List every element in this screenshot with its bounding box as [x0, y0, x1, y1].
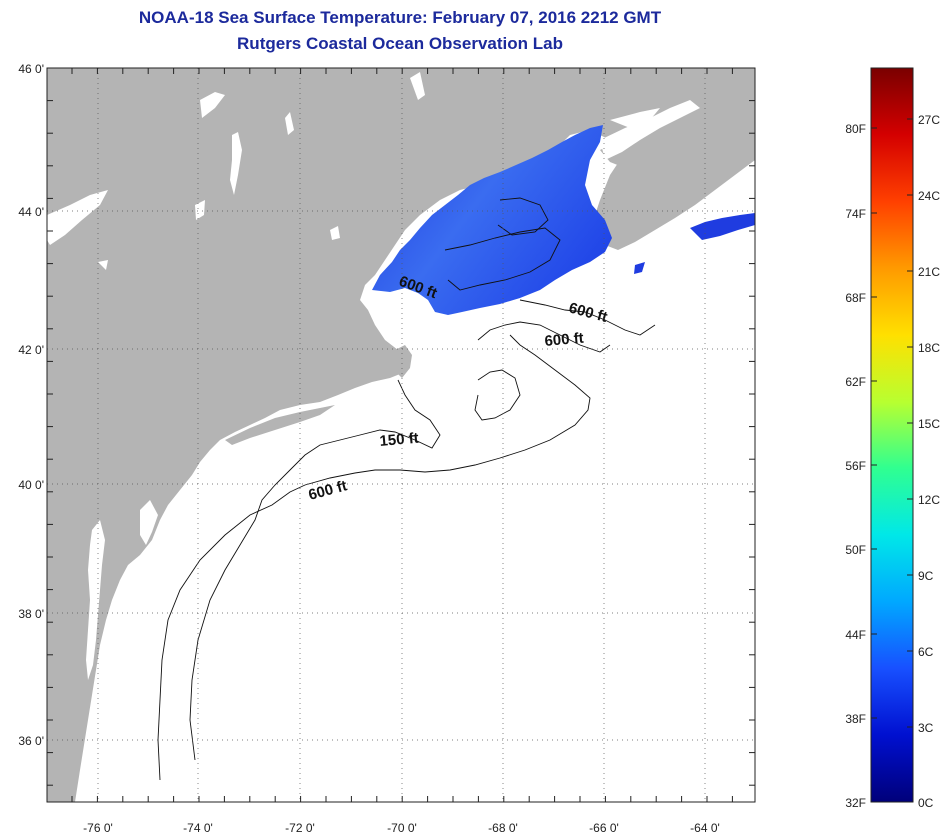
contour-label-600ft-3: 600 ft	[544, 330, 585, 350]
lake-small-4	[98, 260, 108, 270]
colorbar-c-0: 0C	[918, 796, 934, 810]
lon-label-68: -68 0'	[488, 821, 518, 835]
colorbar-c-12: 12C	[918, 493, 940, 507]
lake-champlain	[230, 132, 242, 195]
colorbar-f-62: 62F	[845, 375, 866, 389]
lon-label-64: -64 0'	[690, 821, 720, 835]
water-chesapeake	[86, 520, 105, 680]
lake-small-3	[410, 72, 425, 100]
water-st-lawrence-patch	[610, 108, 660, 128]
colorbar-f-38: 38F	[845, 712, 866, 726]
depth-contours	[157, 197, 656, 781]
map-subtitle: Rutgers Coastal Ocean Observation Lab	[237, 34, 563, 53]
land-cape-cod	[395, 345, 412, 378]
sst-map[interactable]: 600 ft 600 ft 600 ft 150 ft 600 ft 46 0'…	[0, 0, 800, 840]
colorbar-ticks	[871, 118, 913, 803]
colorbar-c-9: 9C	[918, 569, 934, 583]
land-mainland	[47, 68, 755, 802]
lon-label-74: -74 0'	[183, 821, 213, 835]
sst-swath-small-patch	[634, 262, 645, 274]
lat-label-40: 40 0'	[18, 478, 44, 492]
colorbar-f-74: 74F	[845, 207, 866, 221]
lake-ontario	[47, 190, 108, 245]
lake-small-5	[330, 226, 340, 240]
colorbar-f-44: 44F	[845, 628, 866, 642]
map-frame	[46, 67, 756, 803]
water-delaware-bay	[140, 500, 158, 545]
colorbar-c-6: 6C	[918, 645, 934, 659]
colorbar-c-27: 27C	[918, 113, 940, 127]
colorbar-f-68: 68F	[845, 291, 866, 305]
lake-small-6	[285, 112, 294, 135]
water-bay-of-fundy	[600, 100, 700, 160]
colorbar-c-18: 18C	[918, 341, 940, 355]
lon-label-72: -72 0'	[285, 821, 315, 835]
lake-small-2	[195, 200, 205, 220]
colorbar-f-56: 56F	[845, 459, 866, 473]
colorbar-c-21: 21C	[918, 265, 940, 279]
land-nova-scotia	[600, 110, 755, 250]
lat-label-38: 38 0'	[18, 607, 44, 621]
lat-label-44: 44 0'	[18, 205, 44, 219]
colorbar-f-32: 32F	[845, 796, 866, 810]
axis-ticks	[47, 67, 755, 802]
contour-label-150ft: 150 ft	[379, 430, 420, 450]
colorbar-f-80: 80F	[845, 122, 866, 136]
colorbar-gradient	[870, 67, 914, 803]
colorbar-f-50: 50F	[845, 543, 866, 557]
lat-label-42: 42 0'	[18, 343, 44, 357]
map-title: NOAA-18 Sea Surface Temperature: Februar…	[138, 8, 662, 27]
sst-swath-east-patches	[690, 213, 755, 240]
colorbar-c-24: 24C	[918, 189, 940, 203]
graticule	[47, 68, 755, 802]
lat-label-36: 36 0'	[18, 734, 44, 748]
colorbar-c-3: 3C	[918, 721, 934, 735]
lon-label-66: -66 0'	[589, 821, 619, 835]
lake-small-1	[200, 92, 225, 118]
lon-label-70: -70 0'	[387, 821, 417, 835]
land-long-island	[225, 405, 335, 445]
colorbar-c-15: 15C	[918, 417, 940, 431]
sst-swath-gulf-of-maine	[372, 125, 612, 315]
lon-label-76: -76 0'	[83, 821, 113, 835]
lat-label-46: 46 0'	[18, 62, 44, 76]
